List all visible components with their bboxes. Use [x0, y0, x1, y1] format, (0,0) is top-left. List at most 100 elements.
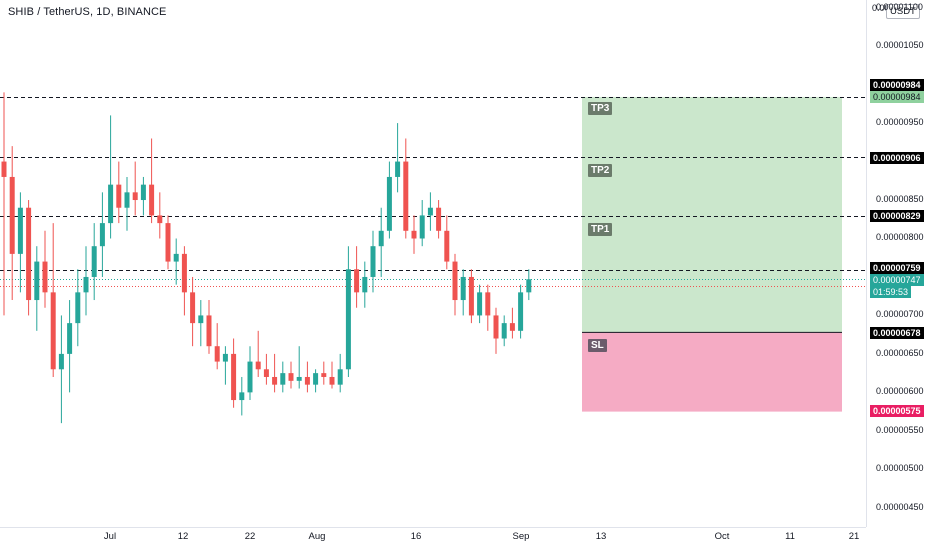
candle-body [157, 215, 163, 224]
price-tick-top: 0.0000 [872, 3, 900, 13]
sl-zone-price-tag: 0.00000575 [870, 405, 924, 417]
currency-badge[interactable]: USDT [886, 4, 920, 19]
tp3-zone-price-tag: 0.00000984 [870, 91, 924, 103]
candlestick-chart[interactable] [0, 0, 866, 527]
price-tick: 0.00000650 [876, 347, 924, 358]
candle-body [198, 315, 204, 324]
price-tick: 0.00000800 [876, 232, 924, 243]
price-tick: 0.00000850 [876, 194, 924, 205]
price-tick: 0.00000600 [876, 386, 924, 397]
candle-body [165, 223, 171, 262]
candle-body [149, 184, 155, 216]
candle-body [395, 161, 401, 177]
tp2-label: TP2 [588, 164, 613, 177]
time-scale[interactable] [0, 527, 866, 550]
candle-body [386, 176, 392, 231]
price-tick: 0.00001100 [876, 1, 923, 12]
candle-body [263, 369, 269, 377]
candle-body [452, 261, 458, 301]
entry-price-tag: 0.00000759 [870, 262, 924, 274]
candle-body [91, 246, 97, 277]
candle-body [280, 373, 286, 385]
candle-body [181, 253, 187, 293]
candle-body [485, 292, 491, 316]
candle-body [411, 230, 417, 239]
candle-body [362, 276, 368, 293]
candle-body [337, 369, 343, 385]
candle-body [493, 315, 499, 339]
candle-body [124, 192, 130, 208]
candle-body [460, 276, 466, 301]
candle-body [173, 253, 179, 262]
time-tick: 16 [410, 531, 422, 542]
candle-body [403, 161, 409, 231]
time-tick: Jul [103, 531, 117, 542]
price-tick: 0.00000500 [876, 463, 924, 474]
candle-body [304, 376, 310, 385]
candle-body [42, 261, 48, 293]
time-tick: 11 [785, 531, 795, 542]
candle-body [75, 292, 81, 324]
tp2-price-tag: 0.00000906 [870, 152, 924, 164]
time-tick: Sep [512, 531, 530, 542]
candle-body [247, 361, 253, 393]
time-tick: 21 [848, 531, 860, 542]
candle-body [231, 353, 237, 401]
time-tick: 12 [177, 531, 189, 542]
candle-body [99, 223, 105, 247]
candle-body [222, 353, 228, 362]
candle-body [378, 230, 384, 247]
candle-body [518, 292, 524, 331]
price-tick: 0.00001050 [876, 40, 924, 51]
candle-body [419, 215, 425, 239]
candle-body [354, 269, 360, 293]
tp1-label: TP1 [588, 223, 613, 236]
candle-body [444, 230, 450, 262]
candle-body [17, 207, 23, 254]
candle-body [272, 376, 278, 385]
time-tick: 22 [244, 531, 256, 542]
candle-body [58, 353, 64, 370]
candle-body [239, 392, 245, 401]
symbol-title: SHIB / TetherUS, 1D, BINANCE [8, 6, 167, 18]
candle-body [313, 373, 319, 385]
price-tick: 0.00000450 [876, 501, 924, 512]
candle-body [67, 323, 73, 354]
candle-body [108, 184, 114, 224]
tp3-price-tag: 0.00000984 [870, 79, 924, 91]
candle-body [345, 269, 351, 370]
candle-body [427, 207, 433, 216]
candle-body [26, 207, 32, 301]
candle-body [501, 323, 507, 339]
sl-zone [582, 332, 842, 412]
time-tick: Aug [308, 531, 326, 542]
time-tick: 13 [595, 531, 607, 542]
sl-price-tag: 0.00000678 [870, 327, 924, 339]
candle-body [214, 346, 220, 362]
candle-body [190, 292, 196, 324]
tp1-price-tag: 0.00000829 [870, 210, 924, 222]
candle-body [288, 373, 294, 381]
candle-body [1, 161, 7, 177]
candle-body [255, 361, 261, 370]
tp3-label: TP3 [588, 102, 613, 115]
candle-body [83, 276, 89, 293]
candle-body [477, 292, 483, 316]
price-tick: 0.00000550 [876, 424, 924, 435]
candle-body [140, 184, 146, 201]
chart-area[interactable]: SHIB / TetherUS, 1D, BINANCE TP3 TP2 TP1… [0, 0, 866, 527]
candle-body [321, 373, 327, 377]
candle-body [50, 292, 56, 370]
candle-body [296, 376, 302, 381]
candle-body [329, 376, 335, 385]
candle-body [132, 192, 138, 201]
candle-body [116, 184, 122, 208]
last-price-tag: 0.00000747 [870, 274, 924, 286]
price-tick: 0.00000950 [876, 117, 924, 128]
candle-body [370, 246, 376, 277]
time-tick: Oct [714, 531, 730, 542]
candle-body [509, 323, 515, 331]
price-tick: 0.00000700 [876, 309, 924, 320]
sl-label: SL [588, 339, 607, 352]
tp-zone [582, 96, 842, 333]
